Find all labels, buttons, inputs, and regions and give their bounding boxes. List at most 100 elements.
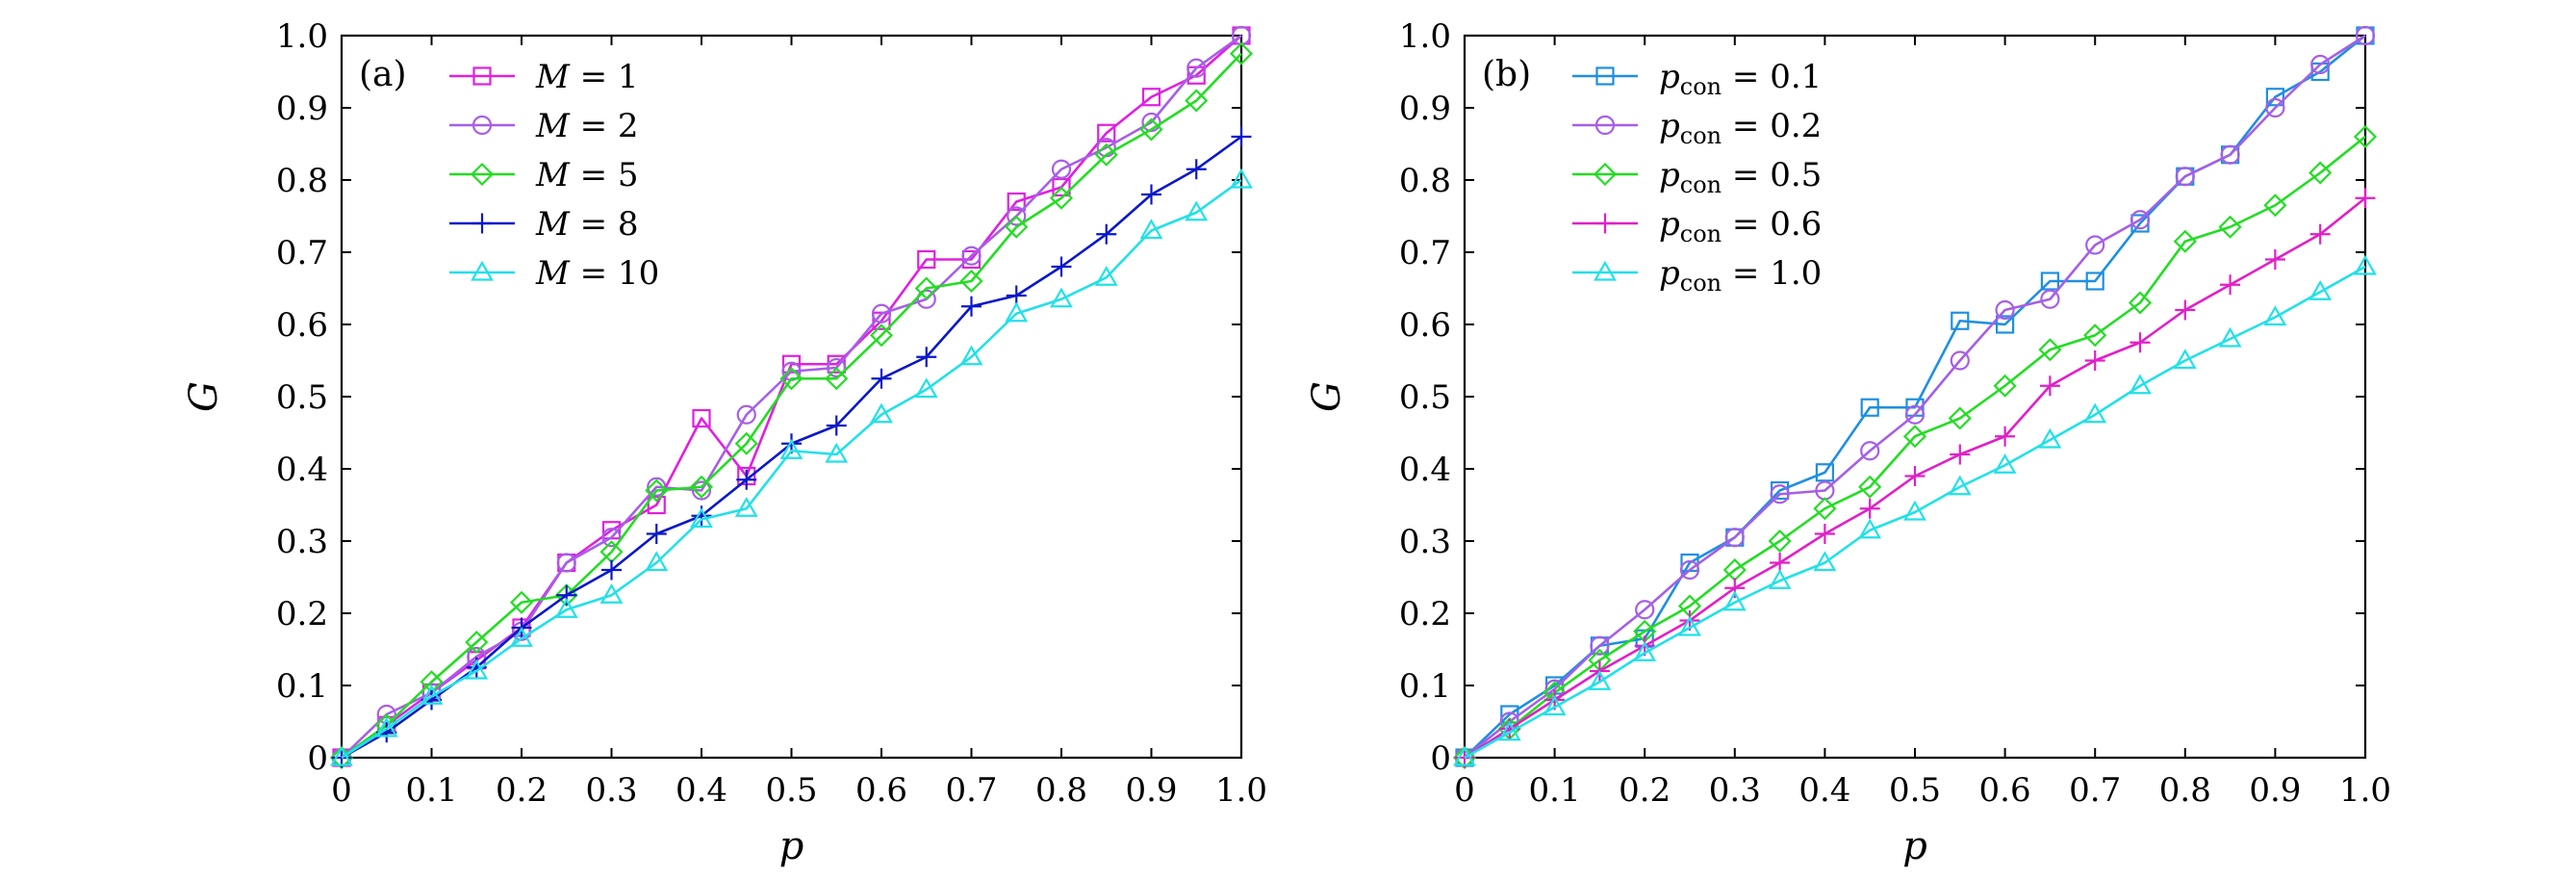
series-line	[341, 178, 1242, 760]
data-point	[2083, 323, 2107, 348]
y-tick-label: 0	[1430, 739, 1451, 778]
data-point	[1950, 444, 1971, 465]
x-axis-label: p	[1902, 824, 1927, 868]
x-tick-label: 0	[331, 771, 352, 810]
data-point	[1813, 497, 1837, 521]
data-point	[330, 745, 353, 766]
legend-item: M = 5	[449, 156, 639, 194]
series	[329, 41, 1254, 770]
data-point	[1051, 159, 1072, 179]
y-axis-label: G	[1305, 381, 1349, 412]
y-tick-label: 0.5	[1399, 378, 1451, 417]
data-point	[1005, 215, 1029, 239]
y-tick-label: 0.3	[1399, 523, 1451, 561]
data-point	[1859, 498, 1880, 519]
y-tick-label: 0.6	[1399, 306, 1451, 345]
data-point	[2354, 254, 2377, 275]
x-tick-label: 1.0	[1215, 771, 1267, 810]
data-point	[1094, 266, 1118, 286]
legend-item: M = 8	[449, 205, 639, 244]
data-point	[1229, 41, 1254, 65]
y-tick-label: 0.3	[276, 523, 328, 561]
data-point	[1543, 695, 1567, 716]
y-tick-label: 0.2	[276, 595, 328, 633]
data-point	[1860, 441, 1880, 461]
data-point	[554, 598, 578, 618]
data-point	[1948, 406, 1972, 430]
data-point	[917, 249, 936, 270]
data-point	[1588, 670, 1612, 690]
data-point	[1815, 463, 1835, 482]
data-point	[2173, 229, 2197, 253]
legend-label: pcon = 0.5	[1659, 156, 1822, 198]
y-tick-label: 0.5	[276, 378, 328, 417]
y-tick-label: 0.4	[1399, 451, 1451, 489]
y-tick-label: 0.4	[276, 451, 328, 489]
data-point	[1722, 590, 1747, 611]
data-point	[1005, 301, 1029, 323]
legend-item: pcon = 0.6	[1572, 205, 1822, 247]
data-point	[914, 377, 938, 399]
x-tick-label: 0.1	[1529, 771, 1581, 810]
data-point	[1995, 426, 2016, 447]
data-point	[1948, 475, 1972, 496]
data-point	[1858, 518, 1882, 539]
data-point	[734, 431, 758, 455]
data-point	[825, 367, 849, 391]
legend-item: M = 10	[449, 254, 659, 293]
data-point	[1096, 223, 1117, 245]
data-point	[692, 408, 711, 428]
x-tick-label: 0.3	[1709, 771, 1761, 810]
x-tick-label: 0.8	[1035, 771, 1087, 810]
data-point	[961, 246, 982, 266]
legend-label: pcon = 1.0	[1659, 254, 1822, 297]
data-point	[2175, 167, 2195, 187]
legend-marker	[471, 260, 494, 281]
legend-label: pcon = 0.1	[1659, 58, 1822, 100]
x-tick-label: 0.9	[1125, 771, 1177, 810]
data-point	[1049, 186, 1074, 210]
data-point	[2175, 299, 2196, 321]
data-point	[2355, 25, 2376, 46]
data-point	[736, 469, 757, 490]
data-point	[1141, 88, 1161, 107]
y-tick-label: 0.1	[276, 667, 328, 706]
data-point	[1903, 500, 1926, 521]
legend-marker	[1595, 66, 1615, 86]
series	[330, 168, 1253, 766]
data-point	[1094, 142, 1118, 167]
data-point	[420, 685, 444, 705]
data-point	[2083, 402, 2107, 424]
data-point	[2355, 188, 2376, 209]
data-point	[916, 347, 937, 368]
data-point	[1590, 635, 1610, 656]
data-point	[1185, 200, 1209, 221]
data-point	[601, 528, 622, 548]
data-point	[2218, 215, 2242, 239]
legend-marker	[470, 162, 495, 187]
data-point	[825, 442, 849, 463]
data-point	[2220, 274, 2241, 296]
y-tick-label: 0.2	[1399, 595, 1451, 633]
legend-item: pcon = 1.0	[1572, 254, 1822, 297]
data-point	[509, 590, 534, 614]
legend-item: M = 1	[449, 58, 639, 96]
data-point	[959, 345, 983, 366]
series	[1453, 254, 2377, 766]
y-tick-label: 0.9	[1399, 90, 1451, 128]
data-point	[1770, 484, 1790, 504]
data-point	[689, 475, 714, 499]
x-tick-label: 0.1	[405, 771, 457, 810]
legend-item: pcon = 0.5	[1572, 156, 1822, 198]
data-point	[2039, 375, 2060, 397]
panel-label: (a)	[359, 55, 407, 94]
data-point	[647, 495, 666, 515]
data-point	[1904, 466, 1926, 486]
data-point	[1993, 374, 2017, 398]
data-point	[2129, 374, 2152, 395]
legend: pcon = 0.1 pcon = 0.2 pcon = 0.5 pcon = 0.6…	[1572, 58, 1822, 297]
data-point	[1052, 177, 1071, 197]
data-point	[1904, 404, 1926, 425]
data-point	[1813, 551, 1837, 572]
